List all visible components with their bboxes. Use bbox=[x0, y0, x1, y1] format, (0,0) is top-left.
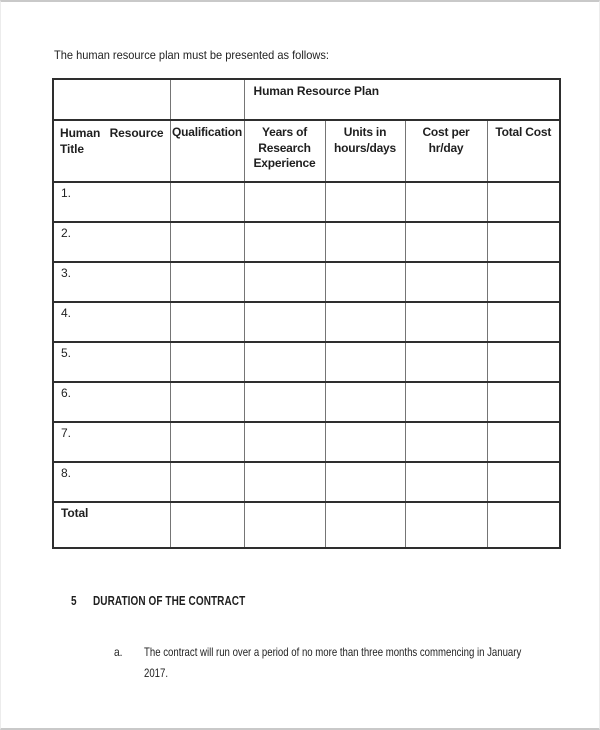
table-total-row: Total bbox=[52, 501, 561, 549]
table-cell-empty bbox=[243, 421, 326, 463]
table-cell-empty bbox=[486, 381, 561, 423]
table-cell-empty bbox=[486, 301, 561, 343]
row-number: 3. bbox=[52, 261, 171, 303]
table-cell-empty bbox=[243, 461, 326, 503]
header-units-in-hours-days: Units in hours/days bbox=[324, 119, 406, 183]
table-row: 4. bbox=[52, 301, 561, 343]
table-cell-empty bbox=[324, 461, 406, 503]
table-cell-empty bbox=[404, 261, 488, 303]
table-cell-empty bbox=[404, 421, 488, 463]
table-cell-empty bbox=[486, 501, 561, 549]
list-item-line: The contract will run over a period of n… bbox=[144, 645, 522, 659]
table-cell-empty bbox=[169, 261, 245, 303]
table-title: Human Resource Plan bbox=[243, 78, 561, 121]
table-cell-empty bbox=[169, 461, 245, 503]
table-cell-empty bbox=[243, 341, 326, 383]
table-cell-empty bbox=[404, 461, 488, 503]
row-number: 1. bbox=[52, 181, 171, 223]
section-number: 5 bbox=[71, 594, 77, 608]
table-cell-empty bbox=[169, 501, 245, 549]
table-cell-empty bbox=[324, 221, 406, 263]
table-cell-empty bbox=[404, 181, 488, 223]
table-cell-empty bbox=[324, 301, 406, 343]
row-number: 6. bbox=[52, 381, 171, 423]
contract-duration-item: a. The contract will run over a period o… bbox=[114, 642, 600, 684]
table-cell-empty bbox=[486, 461, 561, 503]
table-cell-empty bbox=[243, 181, 326, 223]
table-cell-empty bbox=[324, 181, 406, 223]
table-row: 3. bbox=[52, 261, 561, 303]
table-cell-empty bbox=[243, 301, 326, 343]
table-cell-empty bbox=[169, 221, 245, 263]
table-cell-empty bbox=[324, 341, 406, 383]
table-cell-empty bbox=[486, 181, 561, 223]
total-label: Total bbox=[52, 501, 171, 549]
table-cell-empty bbox=[404, 301, 488, 343]
section-title: DURATION OF THE CONTRACT bbox=[93, 594, 246, 608]
row-number: 8. bbox=[52, 461, 171, 503]
table-row: 7. bbox=[52, 421, 561, 463]
human-resource-plan-table: Human Resource Plan Human Resource Title… bbox=[52, 78, 562, 549]
table-cell-empty bbox=[324, 421, 406, 463]
list-marker: a. bbox=[114, 645, 123, 659]
table-cell-empty bbox=[169, 421, 245, 463]
table-row: 2. bbox=[52, 221, 561, 263]
table-row: 8. bbox=[52, 461, 561, 503]
header-qualification: Qualification bbox=[169, 119, 245, 183]
table-header-row: Human Resource Title Qualification Years… bbox=[52, 119, 561, 183]
list-item-line: 2017. bbox=[144, 666, 169, 680]
table-cell-empty bbox=[486, 261, 561, 303]
table-cell-empty bbox=[243, 501, 326, 549]
table-cell-empty bbox=[169, 341, 245, 383]
row-number: 4. bbox=[52, 301, 171, 343]
header-human-resource-title: Human Resource Title bbox=[52, 119, 171, 183]
table-cell-empty bbox=[324, 381, 406, 423]
table-cell-empty bbox=[486, 421, 561, 463]
table-cell-empty bbox=[404, 221, 488, 263]
section-heading: 5 DURATION OF THE CONTRACT bbox=[71, 594, 283, 608]
table-row: 1. bbox=[52, 181, 561, 223]
table-cell-empty bbox=[324, 261, 406, 303]
table-cell-empty bbox=[243, 261, 326, 303]
table-cell-empty bbox=[486, 221, 561, 263]
header-cost-per-hr-day: Cost per hr/day bbox=[404, 119, 488, 183]
table-cell-empty bbox=[486, 341, 561, 383]
header-years-of-research-experience: Years of Research Experience bbox=[243, 119, 326, 183]
intro-text: The human resource plan must be presente… bbox=[54, 48, 329, 62]
row-number: 2. bbox=[52, 221, 171, 263]
list-item-text: The contract will run over a period of n… bbox=[144, 642, 600, 684]
row-number: 5. bbox=[52, 341, 171, 383]
table-cell-empty bbox=[243, 381, 326, 423]
table-row: 5. bbox=[52, 341, 561, 383]
table-cell-empty bbox=[169, 381, 245, 423]
table-cell-empty bbox=[52, 78, 171, 121]
table-cell-empty bbox=[243, 221, 326, 263]
row-number: 7. bbox=[52, 421, 171, 463]
table-row: 6. bbox=[52, 381, 561, 423]
table-cell-empty bbox=[169, 301, 245, 343]
table-cell-empty bbox=[404, 341, 488, 383]
table-cell-empty bbox=[404, 381, 488, 423]
table-cell-empty bbox=[169, 78, 245, 121]
header-total-cost: Total Cost bbox=[486, 119, 561, 183]
table-cell-empty bbox=[404, 501, 488, 549]
table-cell-empty bbox=[169, 181, 245, 223]
table-title-row: Human Resource Plan bbox=[52, 78, 561, 121]
table-cell-empty bbox=[324, 501, 406, 549]
